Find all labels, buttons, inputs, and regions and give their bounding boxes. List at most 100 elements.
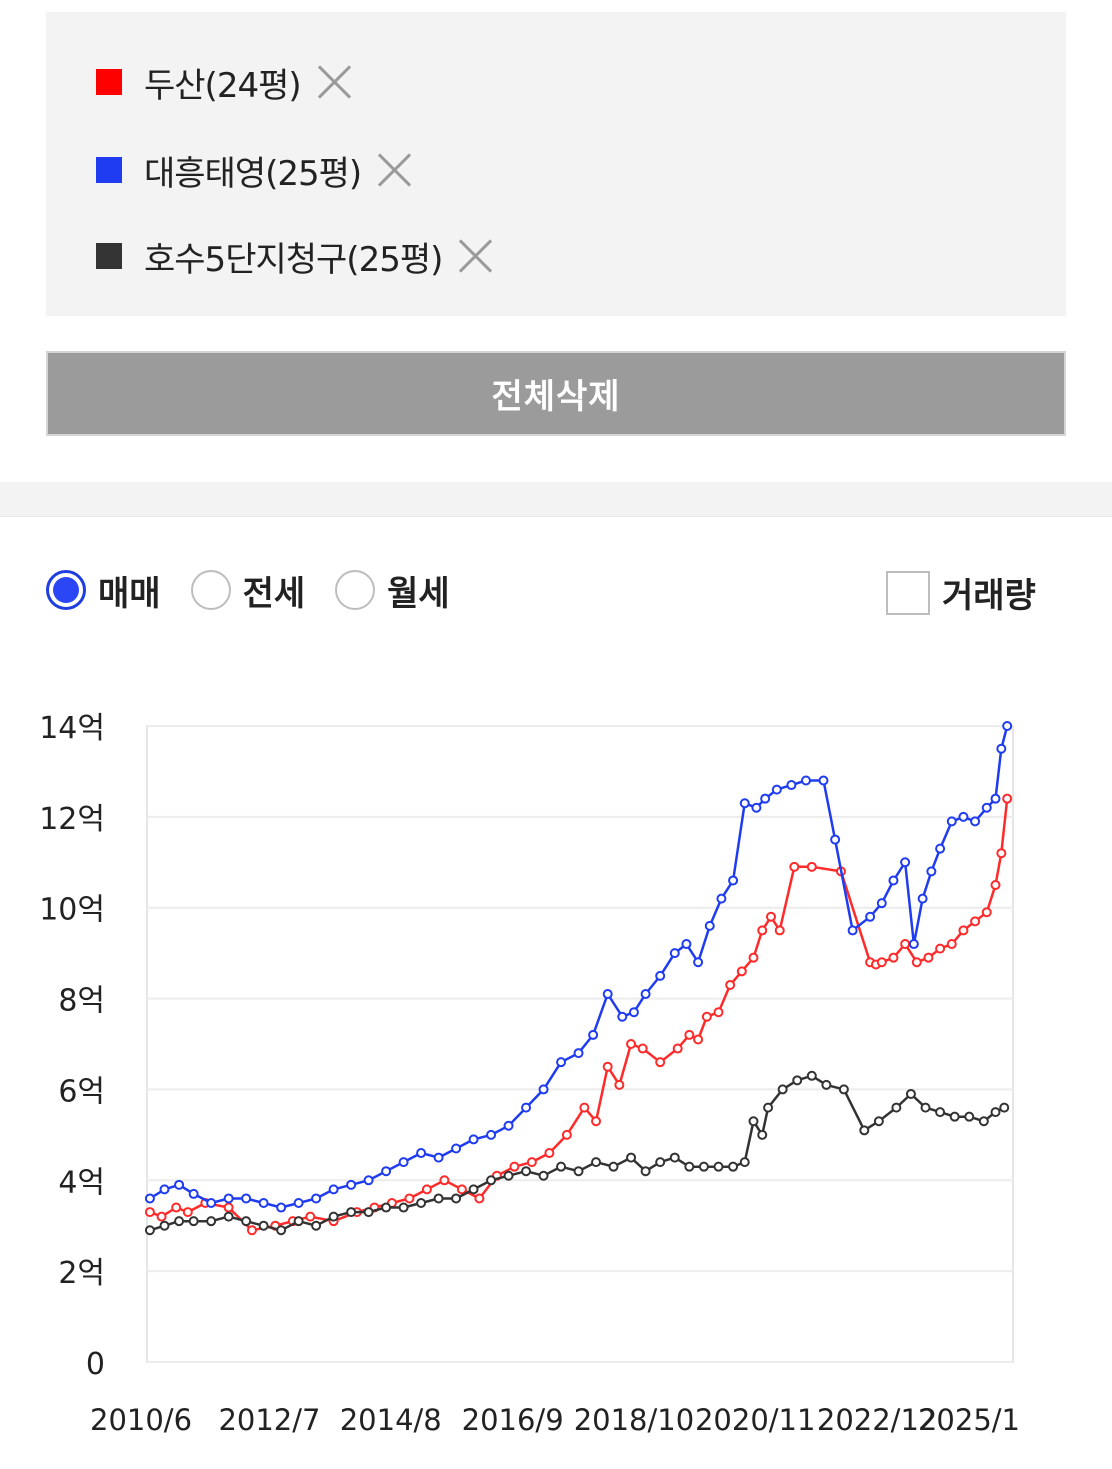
data-point: [876, 957, 887, 968]
data-point: [258, 1198, 269, 1208]
data-point: [171, 1202, 182, 1213]
data-point: [736, 966, 747, 977]
data-point: [159, 1220, 170, 1231]
close-icon[interactable]: [375, 150, 415, 190]
data-point: [588, 1029, 599, 1040]
price-chart: 0 2억 4억 6억 8억 10억 12억 14억 2010/6 2012/7 2014/8 2016…: [0, 680, 1112, 1465]
data-point: [847, 925, 858, 936]
data-point: [905, 1088, 916, 1099]
data-point: [926, 866, 937, 877]
data-point: [381, 1202, 392, 1213]
data-point: [241, 1216, 252, 1227]
x-tick-label: 2010/6: [90, 1403, 192, 1437]
data-point: [757, 925, 768, 936]
data-point: [561, 1129, 572, 1140]
data-point: [223, 1193, 234, 1204]
data-point: [946, 939, 957, 950]
data-point: [838, 1084, 849, 1095]
data-point: [911, 957, 922, 968]
data-point: [451, 1193, 462, 1204]
compare-item: 호수5단지청구(25평): [96, 228, 496, 284]
data-point: [486, 1129, 497, 1140]
compare-item: 두산(24평): [96, 54, 355, 110]
data-point: [777, 1084, 788, 1095]
data-point: [468, 1134, 479, 1145]
data-point: [818, 775, 829, 786]
data-point: [981, 907, 992, 918]
data-point: [602, 1061, 613, 1072]
data-point: [188, 1188, 199, 1199]
data-point: [681, 939, 692, 950]
data-point: [246, 1225, 257, 1236]
data-point: [144, 1193, 155, 1204]
data-point: [806, 861, 817, 872]
data-point: [602, 989, 613, 1000]
x-tick-label: 2025/1: [918, 1403, 1020, 1437]
close-icon[interactable]: [315, 62, 355, 102]
x-tick-label: 2022/12: [817, 1403, 937, 1437]
data-point: [328, 1184, 339, 1195]
data-point: [174, 1179, 185, 1190]
data-point: [713, 1007, 724, 1018]
delete-all-button[interactable]: 전체삭제: [46, 351, 1066, 436]
radio-unchecked-icon[interactable]: [335, 570, 376, 610]
data-point: [981, 802, 992, 813]
data-point: [474, 1193, 485, 1204]
x-tick-label: 2016/9: [462, 1403, 564, 1437]
data-point: [725, 979, 736, 990]
compare-item-label: 대흥태영(25평): [144, 153, 362, 194]
data-point: [509, 1161, 520, 1172]
radio-jeonse[interactable]: 전세: [190, 566, 305, 615]
data-point: [865, 911, 876, 922]
radio-sale[interactable]: 매매: [46, 566, 161, 615]
data-point: [760, 793, 771, 804]
data-point: [421, 1184, 432, 1195]
radio-checked-icon[interactable]: [46, 570, 86, 610]
radio-monthly-rent[interactable]: 월세: [335, 566, 450, 615]
data-point: [786, 780, 797, 791]
data-point: [891, 1102, 902, 1113]
data-point: [935, 943, 946, 954]
data-point: [579, 1102, 590, 1113]
data-point: [276, 1225, 287, 1236]
plot-area: [146, 725, 1014, 1363]
data-point: [806, 1070, 817, 1081]
y-tick-label: 10억: [39, 893, 105, 928]
series-color-swatch: [96, 69, 122, 95]
data-point: [159, 1184, 170, 1195]
volume-checkbox[interactable]: [886, 570, 930, 615]
data-point: [640, 989, 651, 1000]
y-tick-label: 6억: [58, 1074, 105, 1109]
data-point: [684, 1161, 695, 1172]
data-point: [935, 843, 946, 854]
data-point: [174, 1216, 185, 1227]
data-point: [935, 1107, 946, 1118]
data-point: [156, 1211, 167, 1222]
data-point: [416, 1198, 427, 1208]
y-tick-label: 0: [86, 1347, 105, 1382]
data-point: [888, 875, 899, 886]
data-point: [949, 1111, 960, 1122]
data-point: [241, 1193, 252, 1204]
data-point: [830, 834, 841, 845]
close-icon[interactable]: [456, 236, 496, 276]
radio-unchecked-icon[interactable]: [190, 570, 231, 610]
data-point: [439, 1175, 450, 1186]
volume-toggle[interactable]: 거래량: [886, 568, 1036, 617]
data-point: [876, 898, 887, 909]
data-point: [311, 1193, 322, 1204]
data-point: [573, 1166, 584, 1177]
data-point: [704, 920, 715, 931]
data-point: [311, 1220, 322, 1231]
data-point: [346, 1179, 357, 1190]
data-point: [728, 875, 739, 886]
data-point: [206, 1198, 217, 1208]
data-point: [765, 911, 776, 922]
data-point: [626, 1152, 637, 1163]
y-tick-label: 14억: [39, 711, 105, 746]
data-point: [774, 925, 785, 936]
data-point: [617, 1011, 628, 1022]
data-point: [792, 1075, 803, 1086]
x-tick-label: 2012/7: [218, 1403, 320, 1437]
data-point: [751, 802, 762, 813]
